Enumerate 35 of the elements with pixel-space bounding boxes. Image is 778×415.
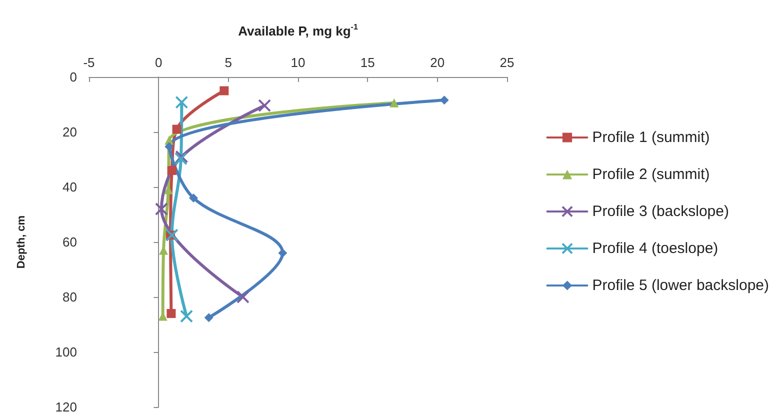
y-tick-label: 100 [55, 344, 77, 360]
y-tick-label: 0 [70, 70, 77, 84]
x-tick-label: 10 [290, 55, 306, 70]
x-tick-label: -5 [83, 55, 95, 70]
y-axis-title: Depth, cm [16, 215, 28, 269]
legend-label: Profile 2 (summit) [592, 166, 710, 183]
point [166, 309, 176, 318]
point [164, 142, 174, 152]
x-tick-label: 0 [155, 55, 162, 70]
point [204, 313, 214, 322]
point [189, 194, 198, 202]
point [278, 248, 288, 258]
point [172, 124, 182, 134]
y-tick-label: 120 [55, 400, 77, 414]
point [220, 86, 229, 96]
x-tick-label: 25 [500, 55, 514, 70]
x-tick-label: 5 [224, 55, 232, 70]
y-tick-label: 60 [62, 234, 77, 250]
legend-label: Profile 1 (summit) [592, 129, 710, 146]
point [180, 310, 194, 323]
legend-label: Profile 4 (toeslope) [592, 240, 718, 257]
point [167, 166, 176, 175]
point [165, 228, 178, 242]
point [175, 96, 188, 109]
y-tick-label: 40 [62, 180, 77, 194]
x-tick-label: 15 [360, 55, 375, 70]
y-tick-label: 80 [62, 290, 77, 304]
legend-label: Profile 5 (lower backslope) [592, 277, 770, 294]
legend-label: Profile 3 (backslope) [592, 203, 729, 220]
y-tick-label: 20 [62, 124, 77, 140]
point [258, 99, 272, 112]
point [390, 98, 399, 108]
point [154, 202, 168, 216]
point [236, 290, 250, 304]
x-tick-label: 20 [430, 55, 445, 70]
